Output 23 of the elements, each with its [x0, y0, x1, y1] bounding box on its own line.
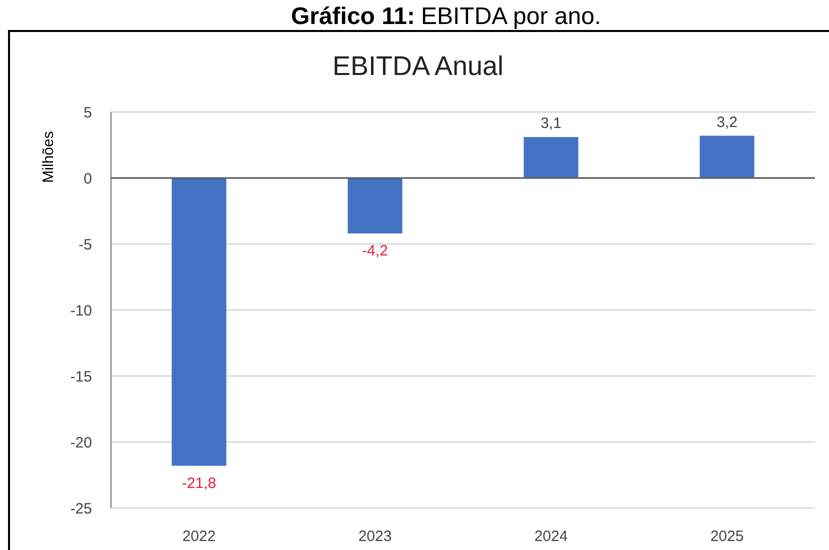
data-label: -21,8 [182, 474, 216, 492]
bar [172, 178, 226, 466]
y-axis-title: Milhões [40, 131, 57, 183]
y-tick-label: -10 [70, 302, 92, 320]
y-tick-label: -20 [70, 434, 92, 452]
text: Gráfico 11: [290, 3, 415, 30]
x-tick-label: 2024 [534, 528, 568, 545]
y-tick-label: -15 [70, 368, 92, 386]
data-label: 3,2 [716, 114, 738, 131]
bar [348, 178, 402, 234]
x-tick-label: 2025 [710, 528, 744, 545]
text: EBITDA por ano. [421, 3, 602, 30]
x-tick-label: 2023 [358, 528, 392, 545]
y-tick-label: 0 [84, 170, 92, 188]
y-tick-label: -25 [70, 500, 92, 518]
data-label: -4,2 [362, 242, 388, 260]
chart-title: EBITDA Anual [332, 51, 504, 81]
y-tick-label: 5 [84, 104, 92, 122]
y-tick-label: -5 [78, 236, 92, 254]
bar [700, 136, 754, 178]
bar [524, 137, 578, 178]
x-tick-label: 2022 [182, 528, 216, 545]
data-label: 3,1 [540, 115, 562, 132]
